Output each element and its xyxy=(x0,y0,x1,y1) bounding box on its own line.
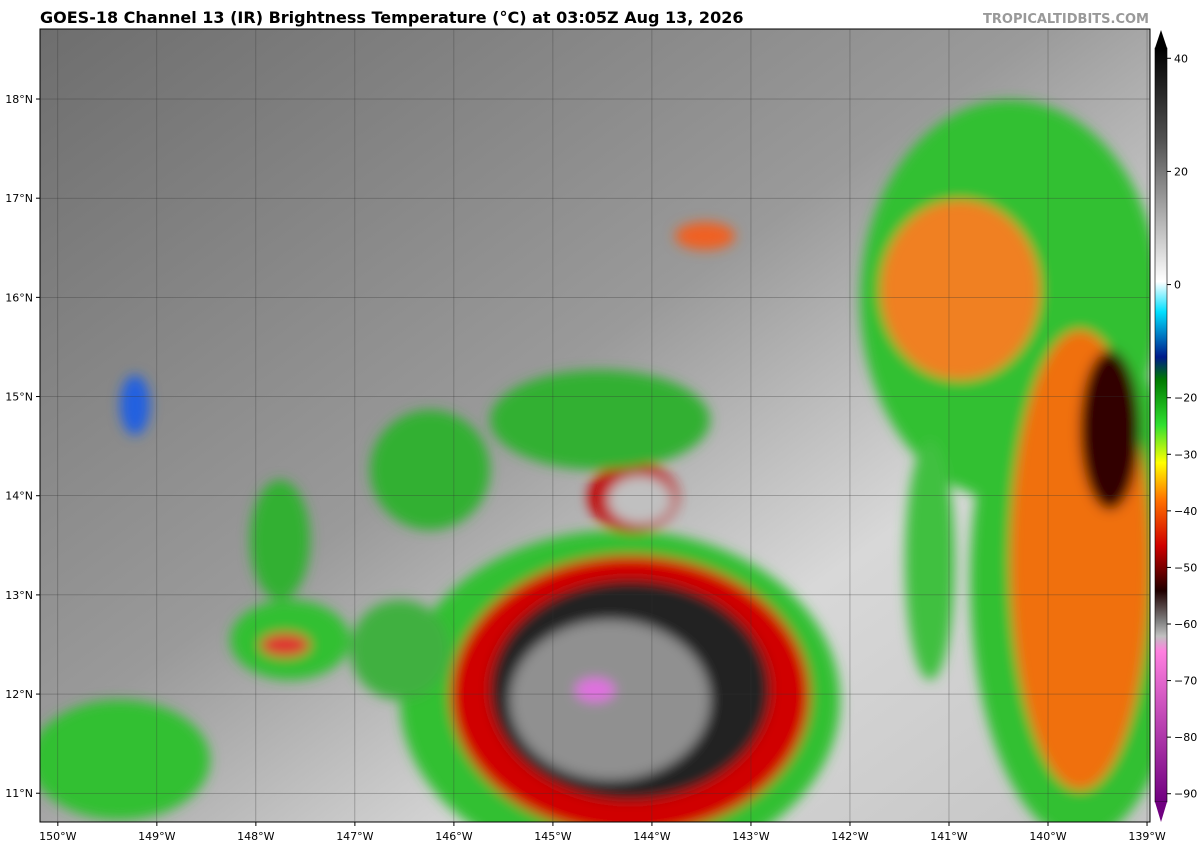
watermark: TROPICALTIDBITS.COM xyxy=(983,12,1149,27)
imagery xyxy=(40,29,1150,822)
lon-label: 144°W xyxy=(633,830,670,843)
colorbar-top-arrow xyxy=(1155,30,1167,48)
lon-label: 147°W xyxy=(336,830,373,843)
lon-label: 143°W xyxy=(732,830,769,843)
lat-label: 12°N xyxy=(5,688,33,701)
lat-label: 11°N xyxy=(5,787,33,800)
lon-label: 142°W xyxy=(831,830,868,843)
lon-label: 148°W xyxy=(237,830,274,843)
colorbar xyxy=(1154,47,1168,803)
lon-label: 139°W xyxy=(1128,830,1165,843)
lat-label: 18°N xyxy=(5,93,33,106)
lat-label: 13°N xyxy=(5,589,33,602)
lon-label: 141°W xyxy=(930,830,967,843)
lat-label: 16°N xyxy=(5,291,33,304)
lon-label: 145°W xyxy=(534,830,571,843)
colorbar-label: −40 xyxy=(1174,505,1197,518)
colorbar-label: −30 xyxy=(1174,448,1197,461)
colorbar-label: −90 xyxy=(1174,788,1197,801)
colorbar-label: −20 xyxy=(1174,392,1197,405)
colorbar-label: 0 xyxy=(1174,279,1181,292)
lat-label: 14°N xyxy=(5,490,33,503)
lat-label: 17°N xyxy=(5,192,33,205)
colorbar-label: −60 xyxy=(1174,618,1197,631)
lon-label: 149°W xyxy=(138,830,175,843)
title: GOES-18 Channel 13 (IR) Brightness Tempe… xyxy=(40,8,743,27)
colorbar-label: 40 xyxy=(1174,52,1188,65)
colorbar-bottom-arrow xyxy=(1155,802,1167,822)
colorbar-label: −80 xyxy=(1174,731,1197,744)
map-frame xyxy=(39,28,1151,823)
colorbar-label: −50 xyxy=(1174,561,1197,574)
colorbar-label: −70 xyxy=(1174,675,1197,688)
lat-label: 15°N xyxy=(5,391,33,404)
lon-label: 146°W xyxy=(435,830,472,843)
lon-label: 140°W xyxy=(1029,830,1066,843)
lon-label: 150°W xyxy=(39,830,76,843)
colorbar-label: 20 xyxy=(1174,165,1188,178)
